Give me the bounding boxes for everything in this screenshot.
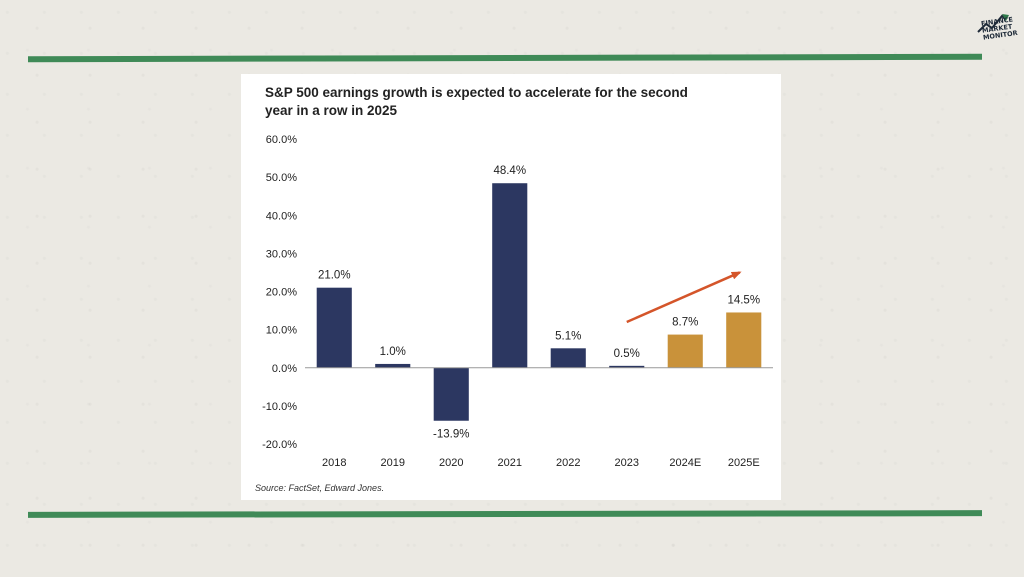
trend-arrow [626, 271, 742, 324]
x-tick-label-2024e: 2024E [669, 457, 701, 469]
source-note: Source: FactSet, Edward Jones. [255, 483, 385, 493]
data-label-2025e: 14.5% [727, 294, 760, 306]
data-label-2020: -13.9% [433, 429, 469, 441]
y-tick-label: 50.0% [266, 172, 297, 184]
data-label-2023: 0.5% [614, 348, 640, 360]
y-tick-label: 10.0% [266, 325, 297, 337]
logo-chart-icon [977, 14, 1009, 33]
bar-2025e [726, 312, 762, 368]
x-tick-label-2020: 2020 [439, 457, 463, 469]
y-tick-label: 30.0% [266, 248, 297, 260]
data-label-2022: 5.1% [555, 330, 581, 342]
bars [316, 183, 762, 421]
x-tick-label-2021: 2021 [498, 457, 522, 469]
bar-2022 [550, 348, 586, 368]
y-tick-label: -20.0% [262, 439, 297, 451]
bar-2024e [667, 334, 703, 368]
data-label-2019: 1.0% [380, 346, 406, 358]
bar-chart: 60.0% 50.0% 40.0% 30.0% 20.0% 10.0% 0.0% -10.0%… [262, 134, 773, 469]
y-tick-label: -10.0% [262, 401, 297, 413]
y-tick-label: 60.0% [266, 134, 297, 146]
y-tick-label: 20.0% [266, 287, 297, 299]
chart-card: S&P 500 earnings growth is expected to a… [241, 74, 781, 500]
x-tick-label-2019: 2019 [381, 457, 405, 469]
y-tick-label: 0.0% [272, 363, 297, 375]
bar-2018 [316, 287, 352, 368]
x-tick-label-2018: 2018 [322, 457, 346, 469]
bar-2019 [375, 363, 411, 368]
y-axis-tick-labels: 60.0% 50.0% 40.0% 30.0% 20.0% 10.0% 0.0% -10.0%… [262, 134, 297, 451]
y-tick-label: 40.0% [266, 210, 297, 222]
x-axis-tick-labels: 2018 2019 2020 2021 2022 2023 2024E 2025E [322, 457, 760, 469]
bar-2020 [433, 367, 469, 421]
data-labels: 21.0% 1.0% -13.9% 48.4% 5.1% 0.5% 8.7% 14.5% [318, 165, 760, 441]
data-label-2024e: 8.7% [672, 317, 698, 329]
x-tick-label-2025e: 2025E [728, 457, 760, 469]
bar-2023 [609, 365, 645, 368]
chart-title: S&P 500 earnings growth is expected to a… [265, 85, 688, 118]
x-tick-label-2022: 2022 [556, 457, 580, 469]
data-label-2021: 48.4% [493, 165, 526, 177]
bar-2021 [492, 183, 528, 368]
data-label-2018: 21.0% [318, 270, 351, 282]
x-tick-label-2023: 2023 [615, 457, 639, 469]
